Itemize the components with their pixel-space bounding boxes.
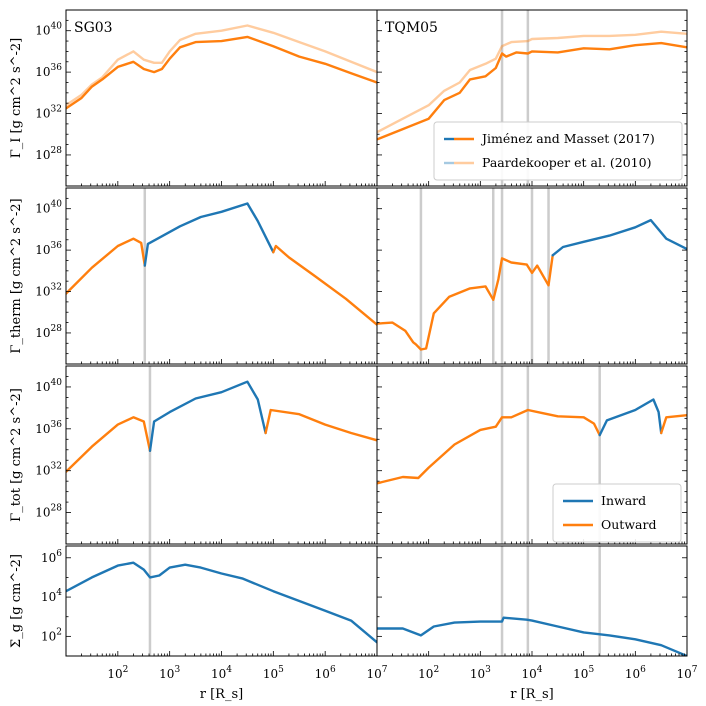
y-tick-label: 1036 [35, 420, 62, 436]
panel-title: SG03 [74, 20, 113, 36]
series-inward [148, 380, 267, 452]
y-tick-label: 1036 [35, 63, 62, 79]
x-tick-label: 107 [676, 665, 697, 681]
series-outward [66, 237, 146, 295]
series-outward [377, 408, 601, 485]
panel-frames [65, 9, 688, 657]
series-inward [551, 218, 687, 257]
series-outward [377, 254, 554, 351]
y-tick-label: 1036 [35, 241, 62, 257]
y-axis-label: Γ_therm [g cm^2 s^-2] [9, 198, 24, 353]
y-tick-label: 1040 [35, 22, 62, 38]
series-jm17-outward [377, 41, 687, 141]
y-axis-label: Γ_tot [g cm^2 s^-2] [9, 388, 24, 522]
series-curves [66, 24, 687, 656]
x-tick-label: 106 [315, 665, 336, 681]
series-outward [66, 416, 152, 473]
y-axis-label: Σ_g [g cm^-2] [9, 554, 24, 648]
legend-box [552, 483, 682, 543]
legend: Jiménez and Masset (2017) Paardekooper et… [433, 121, 683, 181]
x-tick-label: 105 [263, 665, 284, 681]
x-tick-label: 102 [107, 665, 128, 681]
series-outward-tail [272, 244, 377, 326]
series-jm17-outward [66, 35, 377, 110]
y-tick-label: 102 [41, 627, 62, 643]
x-tick-label: 103 [159, 665, 180, 681]
series-sigma-g [377, 616, 687, 656]
series-p10-outward [377, 30, 687, 134]
panel-title: TQM05 [385, 20, 438, 36]
legend-label: Paardekooper et al. (2010) [482, 155, 651, 170]
series-outward-tail [660, 414, 687, 435]
y-tick-label: 1028 [35, 324, 62, 340]
panel-frame [65, 545, 378, 657]
x-axis-label: r [R_s] [510, 687, 553, 702]
x-tick-label: 105 [573, 665, 594, 681]
series-p10-outward [66, 24, 377, 107]
x-tick-label: 107 [366, 665, 387, 681]
series-sigma-g [66, 561, 377, 644]
y-tick-label: 104 [41, 588, 62, 604]
x-axis-label: r [R_s] [200, 687, 243, 702]
legend-label: Inward [601, 493, 646, 508]
y-tick-label: 1032 [35, 105, 62, 121]
y-axis-label: Γ_I [g cm^2 s^-2] [9, 38, 24, 159]
y-tick-label: 1032 [35, 283, 62, 299]
y-tick-label: 1040 [35, 200, 62, 216]
x-tick-label: 104 [521, 665, 542, 681]
legend-box [433, 121, 683, 181]
x-tick-label: 102 [418, 665, 439, 681]
y-tick-label: 1040 [35, 378, 62, 394]
series-inward [598, 398, 663, 437]
x-tick-label: 106 [625, 665, 646, 681]
panel-frame [65, 9, 378, 187]
y-tick-label: 1028 [35, 146, 62, 162]
x-tick-label: 104 [211, 665, 232, 681]
y-tick-label: 1028 [35, 504, 62, 520]
labels-and-legends: SG03 TQM05 1028 1032 1036 1040 Γ_I [g cm^2 s^-… [9, 20, 698, 702]
series-outward-tail [264, 408, 377, 442]
legend-label: Jiménez and Masset (2017) [480, 131, 655, 146]
y-tick-label: 1032 [35, 462, 62, 478]
legend: Inward Outward [552, 483, 682, 543]
axis-ticks [65, 9, 688, 657]
vertical-marker-lines [143, 10, 601, 656]
x-tick-label: 103 [470, 665, 491, 681]
legend-label: Outward [601, 517, 656, 532]
series-inward [143, 202, 275, 267]
y-tick-label: 106 [41, 549, 62, 565]
panel-frame [65, 187, 378, 365]
